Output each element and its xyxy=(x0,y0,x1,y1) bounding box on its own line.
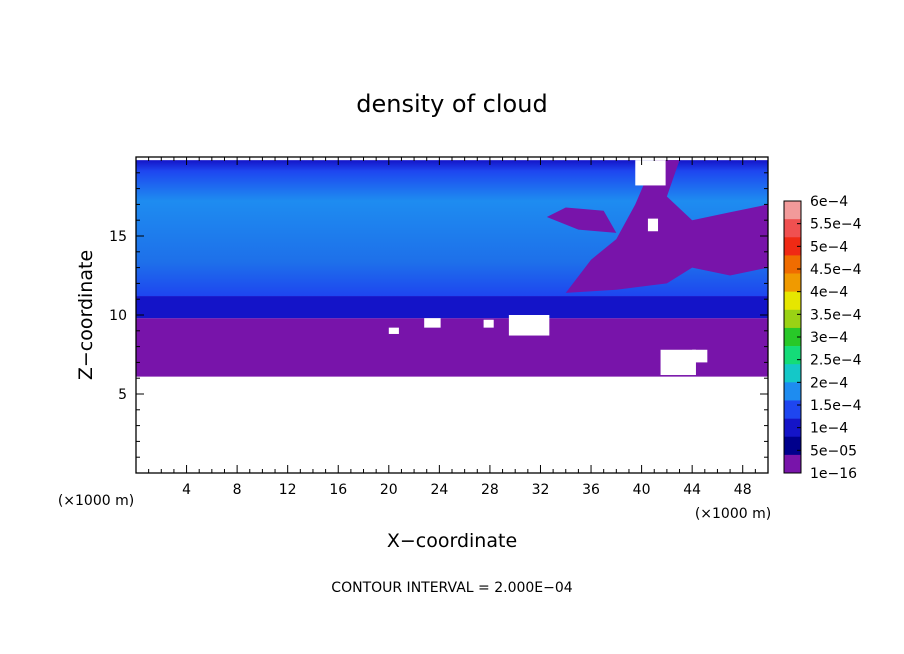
colorbar-swatch xyxy=(784,219,801,238)
colorbar-swatch xyxy=(784,382,801,401)
colorbar-label: 2e−4 xyxy=(810,375,848,391)
colorbar-label: 4.5e−4 xyxy=(810,262,862,278)
colorbar-swatch xyxy=(784,309,801,329)
colorbar: 6e−4 5.5e−4 5e−4 4.5e−4 4e−4 3.5e−4 3e−4 2.5e−4… xyxy=(783,194,862,482)
clear-air-patch xyxy=(483,319,494,328)
cloud-gap-region xyxy=(565,160,768,293)
colorbar-label: 6e−4 xyxy=(810,194,848,210)
x-tick-label: 20 xyxy=(380,482,398,498)
colorbar-label: 3e−4 xyxy=(810,330,848,346)
colorbar-label: 1.5e−4 xyxy=(810,398,862,414)
clear-air-patch xyxy=(647,218,659,232)
x-tick-label: 12 xyxy=(279,482,297,498)
colorbar-label: 3.5e−4 xyxy=(810,307,862,323)
colorbar-swatch xyxy=(784,201,801,220)
colorbar-label: 4e−4 xyxy=(810,285,848,301)
colorbar-label: 1e−16 xyxy=(810,466,857,482)
density-band xyxy=(136,376,768,473)
colorbar-label: 1e−4 xyxy=(810,421,848,437)
clear-air-patch xyxy=(635,160,666,186)
x-tick-label: 32 xyxy=(532,482,550,498)
contour-interval-note: CONTOUR INTERVAL = 2.000E−04 xyxy=(331,580,572,596)
clear-air-patch xyxy=(660,349,696,376)
colorbar-swatch xyxy=(784,436,801,456)
y-tick-label: 15 xyxy=(109,229,127,245)
colorbar-label: 2.5e−4 xyxy=(810,353,862,369)
x-tick-label: 48 xyxy=(734,482,752,498)
x-tick-label: 28 xyxy=(481,482,499,498)
chart-title: density of cloud xyxy=(356,90,547,118)
colorbar-label: 5e−05 xyxy=(810,443,857,459)
clear-air-patch xyxy=(424,318,441,328)
colorbar-swatch xyxy=(784,454,801,474)
clear-air-patch xyxy=(388,327,399,334)
y-tick-label: 5 xyxy=(118,387,127,403)
x-tick-label: 40 xyxy=(633,482,651,498)
x-tick-label: 16 xyxy=(329,482,347,498)
x-tick-label: 36 xyxy=(582,482,600,498)
colorbar-swatch xyxy=(784,327,801,347)
colorbar-swatch xyxy=(784,346,801,365)
density-band xyxy=(136,296,768,319)
x-tick-label: 24 xyxy=(430,482,448,498)
colorbar-label: 5.5e−4 xyxy=(810,217,862,233)
colorbar-swatch xyxy=(784,237,801,256)
x-unit-label-right: (×1000 m) xyxy=(695,506,771,522)
colorbar-swatch xyxy=(784,255,801,274)
colorbar-swatch xyxy=(784,273,801,292)
clear-air-patch xyxy=(692,349,708,363)
y-axis-label: Z−coordinate xyxy=(75,250,97,380)
colorbar-swatch xyxy=(784,400,801,419)
colorbar-swatch xyxy=(784,291,801,311)
x-tick-label: 4 xyxy=(182,482,191,498)
colorbar-swatch xyxy=(784,364,801,383)
x-tick-label: 8 xyxy=(233,482,242,498)
x-unit-label-left: (×1000 m) xyxy=(58,493,134,509)
x-axis-label: X−coordinate xyxy=(387,530,517,552)
y-tick-label: 10 xyxy=(109,308,127,324)
colorbar-label: 5e−4 xyxy=(810,239,848,255)
cloud-gap-region xyxy=(546,207,617,233)
colorbar-swatch xyxy=(784,418,801,438)
x-tick-label: 44 xyxy=(683,482,701,498)
clear-air-patch xyxy=(508,315,550,336)
